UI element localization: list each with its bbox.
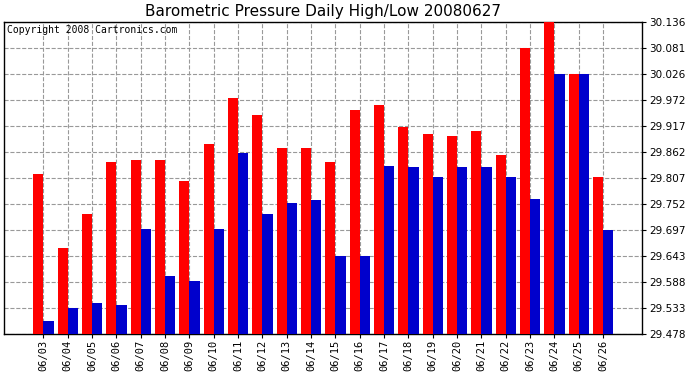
Bar (43, 321, 54, 334)
Bar (495, 155, 506, 334)
Bar (408, 167, 419, 334)
Bar (57, 248, 68, 334)
Bar (277, 148, 287, 334)
Bar (447, 136, 457, 334)
Bar (530, 199, 540, 334)
Bar (359, 256, 370, 334)
Bar (33, 174, 43, 334)
Bar (82, 214, 92, 334)
Text: Copyright 2008 Cartronics.com: Copyright 2008 Cartronics.com (8, 25, 178, 35)
Bar (155, 160, 165, 334)
Bar (262, 214, 273, 334)
Bar (603, 230, 613, 334)
Bar (325, 162, 335, 334)
Bar (555, 74, 564, 334)
Bar (374, 105, 384, 334)
Bar (433, 177, 443, 334)
Bar (482, 167, 492, 334)
Bar (92, 303, 102, 334)
Bar (228, 98, 238, 334)
Bar (214, 229, 224, 334)
Bar (544, 22, 555, 334)
Bar (165, 276, 175, 334)
Bar (457, 167, 467, 334)
Bar (569, 74, 579, 334)
Bar (593, 177, 603, 334)
Bar (190, 281, 199, 334)
Bar (422, 134, 433, 334)
Bar (179, 181, 190, 334)
Bar (520, 48, 530, 334)
Bar (68, 308, 78, 334)
Bar (253, 115, 262, 334)
Bar (311, 200, 322, 334)
Bar (506, 177, 516, 334)
Bar (398, 127, 408, 334)
Bar (579, 74, 589, 334)
Bar (130, 160, 141, 334)
Bar (335, 256, 346, 334)
Bar (204, 144, 214, 334)
Bar (384, 165, 395, 334)
Title: Barometric Pressure Daily High/Low 20080627: Barometric Pressure Daily High/Low 20080… (146, 4, 501, 19)
Bar (350, 110, 359, 334)
Bar (141, 229, 151, 334)
Bar (287, 202, 297, 334)
Bar (106, 162, 117, 334)
Bar (238, 153, 248, 334)
Bar (471, 131, 482, 334)
Bar (301, 148, 311, 334)
Bar (117, 304, 127, 334)
